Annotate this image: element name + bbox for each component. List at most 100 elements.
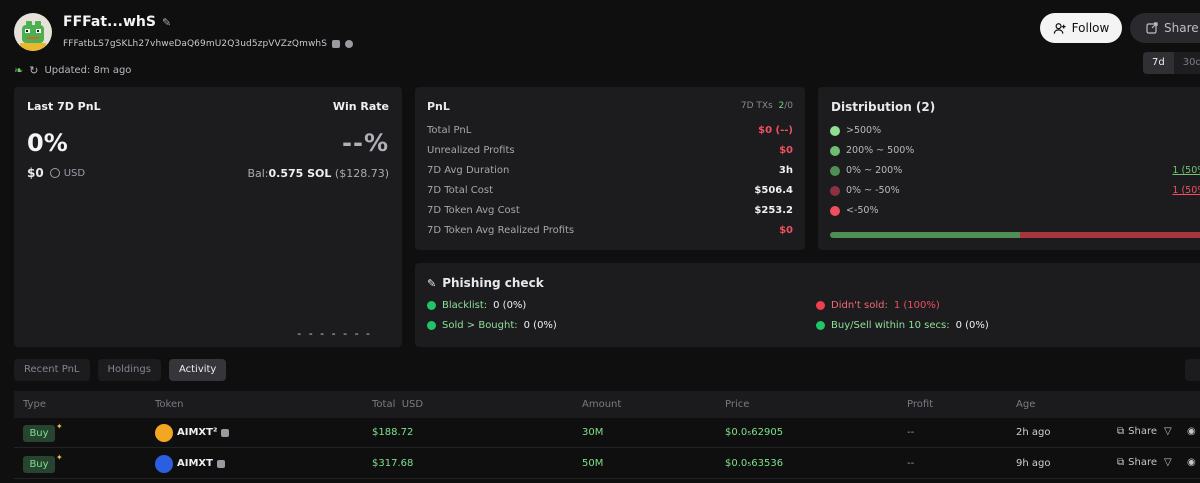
col-age: Age (1016, 399, 1036, 410)
sparkle-icon: ✦ (56, 453, 63, 462)
edit-icon[interactable]: ✎ (161, 15, 172, 29)
pnl-row: 7D Avg Duration 3h (427, 165, 793, 176)
copy-icon[interactable] (216, 459, 225, 468)
pnl-summary-card: Last 7D PnL Win Rate 0% --% $0 USD Bal:0… (14, 87, 402, 347)
follow-button[interactable]: Follow (1040, 13, 1122, 43)
distribution-label: >500% (830, 125, 881, 136)
period-30d[interactable]: 30d (1182, 57, 1200, 68)
pnl-row-value: $0 (779, 225, 793, 236)
distribution-range: 0% ~ -50% (846, 185, 900, 196)
pnl-row-label: Total PnL (427, 125, 472, 136)
tab-holdings[interactable]: Holdings (97, 359, 161, 381)
explorer-icon[interactable] (345, 40, 354, 48)
tab-recent-pnl[interactable]: Recent PnL (14, 359, 90, 381)
col-profit: Profit (907, 399, 934, 410)
status-dot-icon (427, 321, 436, 330)
status-dot-icon (816, 321, 825, 330)
status-dot-icon (816, 301, 825, 310)
distribution-range: <-50% (846, 205, 879, 216)
table-row[interactable]: Buy ✦ AIMXT $317.68 50M $0.0₅63536 -- 9h ago ⧉ Sh… (14, 449, 1200, 479)
balance-label: Bal: (247, 167, 269, 180)
copy-icon[interactable] (332, 40, 341, 48)
range-dot-icon (830, 125, 840, 136)
share-icon (1146, 22, 1158, 34)
amount: 50M (582, 458, 604, 469)
col-total[interactable]: Total USD (372, 399, 423, 410)
profit: -- (907, 458, 915, 469)
distribution-label: 200% ~ 500% (830, 145, 914, 156)
pnl-details-card: PnL 7D TXs 2/0 Total PnL $0 (--) Unrealize… (415, 87, 805, 250)
total-usd: $317.68 (372, 458, 414, 469)
distribution-value[interactable]: 1 (50%) (1172, 185, 1200, 196)
distribution-range: 0% ~ 200% (846, 165, 903, 176)
token-name[interactable]: AIMXT² (177, 427, 230, 438)
pnl-title: PnL (427, 100, 450, 113)
last-pnl-label: Last 7D PnL (27, 100, 101, 113)
usd-toggle[interactable]: USD (49, 168, 85, 179)
range-dot-icon (830, 165, 840, 176)
filter-button[interactable] (1185, 359, 1200, 381)
tx-sell-count: 0 (787, 101, 793, 111)
col-price: Price (725, 399, 750, 410)
phishing-item: Buy/Sell within 10 secs: 0 (0%) (816, 320, 989, 331)
distribution-label: 0% ~ -50% (830, 185, 900, 196)
age: 9h ago (1016, 458, 1051, 469)
token-name[interactable]: AIMXT (177, 458, 225, 469)
status-dot-icon (427, 301, 436, 310)
updated-status: ❧ ↻ Updated: 8m ago (14, 64, 131, 77)
pnl-row: 7D Token Avg Realized Profits $0 (427, 225, 793, 236)
row-share-label: Share (1128, 457, 1157, 468)
price: $0.0₅63536 (725, 458, 784, 469)
phishing-title-text: Phishing check (442, 276, 544, 290)
distribution-value[interactable]: 1 (50%) (1172, 165, 1200, 176)
more-icon[interactable]: ◉ (1187, 457, 1196, 468)
pnl-row-label: Unrealized Profits (427, 145, 515, 156)
follow-label: Follow (1071, 21, 1110, 35)
phishing-value: 0 (0%) (523, 320, 557, 331)
table-row[interactable]: Buy ✦ AIMXT² $188.72 30M $0.0₅62905 -- 2h ago ⧉ S… (14, 418, 1200, 448)
period-7d[interactable]: 7d (1143, 52, 1174, 74)
pnl-usd: $0 USD (27, 166, 85, 180)
tab-activity[interactable]: Activity (168, 359, 227, 381)
age: 2h ago (1016, 427, 1051, 438)
row-share-button[interactable]: ⧉ Share (1117, 457, 1157, 468)
tx-buy-count: 2 (778, 101, 785, 111)
pnl-row: 7D Total Cost $506.4 (427, 185, 793, 196)
token-symbol: AIMXT (177, 458, 213, 469)
col-total-unit: USD (401, 399, 424, 410)
refresh-icon[interactable]: ↻ (29, 64, 39, 77)
share-button[interactable]: Share (1130, 13, 1200, 43)
filter-icon[interactable]: ▽ (1164, 457, 1172, 468)
phishing-card: ✎ Phishing check Blacklist: 0 (0%) Didn't … (415, 263, 1200, 347)
pnl-percent: 0% (27, 129, 68, 157)
distribution-row: 0% ~ -50% 1 (50%) (830, 185, 1200, 196)
distribution-row: 0% ~ 200% 1 (50%) (830, 165, 1200, 176)
distribution-bar-segment (830, 232, 1020, 238)
share-icon: ⧉ (1117, 457, 1125, 468)
phishing-title: ✎ Phishing check (427, 276, 544, 290)
distribution-bar-segment (1020, 232, 1200, 238)
phishing-label: Sold > Bought: (442, 320, 518, 331)
type-badge: Buy (23, 425, 55, 442)
filter-icon[interactable]: ▽ (1164, 426, 1172, 437)
avatar (14, 13, 52, 51)
amount: 30M (582, 427, 604, 438)
col-token: Token (155, 399, 184, 410)
range-dot-icon (830, 145, 840, 156)
distribution-bar (830, 232, 1200, 238)
row-share-button[interactable]: ⧉ Share (1117, 426, 1157, 437)
total-usd: $188.72 (372, 427, 414, 438)
phishing-item: Blacklist: 0 (0%) (427, 300, 526, 311)
distribution-row: <-50%0 (830, 205, 1200, 216)
table-header: Type Token Total USD Amount Price Profit… (14, 391, 1200, 418)
phishing-label: Blacklist: (442, 300, 488, 311)
distribution-row: >500%0 (830, 125, 1200, 136)
pnl-row: Total PnL $0 (--) (427, 125, 793, 136)
more-icon[interactable]: ◉ (1187, 426, 1196, 437)
copy-icon[interactable] (221, 428, 230, 437)
balance: Bal:0.575 SOL ($128.73) (247, 167, 389, 180)
phishing-item: Sold > Bought: 0 (0%) (427, 320, 557, 331)
pnl-row-label: 7D Avg Duration (427, 165, 510, 176)
pnl-row-value: $0 (--) (758, 125, 793, 136)
pnl-row-label: 7D Token Avg Realized Profits (427, 225, 575, 236)
